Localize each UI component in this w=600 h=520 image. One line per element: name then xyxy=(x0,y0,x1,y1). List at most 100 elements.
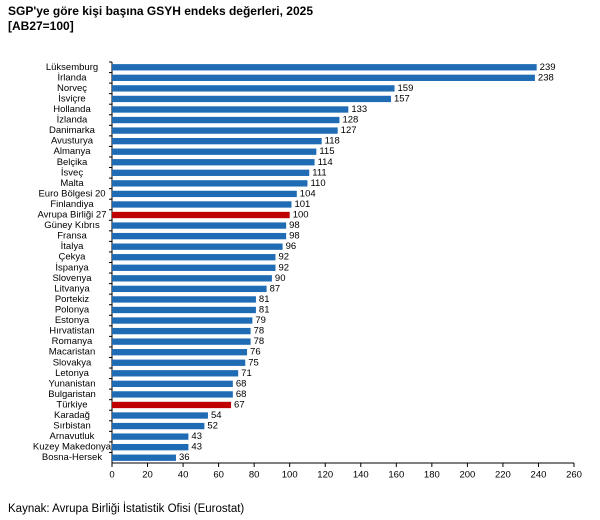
value-label: 79 xyxy=(255,315,266,326)
x-tick-label: 220 xyxy=(495,470,511,481)
bar xyxy=(112,127,338,134)
chart-title: SGP'ye göre kişi başına GSYH endeks değe… xyxy=(8,4,313,18)
y-tick-label: Karadağ xyxy=(54,410,90,421)
bar xyxy=(112,454,176,461)
value-label: 114 xyxy=(318,157,333,168)
bar xyxy=(112,169,310,176)
y-tick-label: Estonya xyxy=(55,315,90,326)
value-label: 159 xyxy=(398,83,414,94)
bar xyxy=(112,106,349,113)
bar xyxy=(112,380,233,388)
value-label: 54 xyxy=(211,410,222,421)
x-tick-label: 100 xyxy=(282,470,298,481)
value-label: 78 xyxy=(254,326,265,337)
y-tick-label: Macaristan xyxy=(49,347,95,358)
bar xyxy=(112,285,267,293)
x-tick-label: 0 xyxy=(109,470,114,481)
value-label: 68 xyxy=(236,378,247,389)
x-tick-label: 260 xyxy=(566,470,582,481)
value-label: 92 xyxy=(278,262,289,273)
bar xyxy=(112,391,233,398)
y-tick-label: Lüksemburg xyxy=(46,62,98,73)
x-tick-label: 80 xyxy=(249,470,260,481)
value-label: 78 xyxy=(254,336,265,347)
value-label: 101 xyxy=(294,199,310,210)
value-label: 239 xyxy=(540,62,556,73)
value-label: 104 xyxy=(300,188,316,199)
y-tick-label: Euro Bölgesi 20 xyxy=(38,188,105,199)
value-label: 81 xyxy=(259,294,270,305)
bar xyxy=(112,412,208,419)
y-tick-label: Almanya xyxy=(54,146,92,157)
y-tick-label: Sırbistan xyxy=(53,421,91,432)
value-label: 36 xyxy=(179,452,190,463)
value-label: 128 xyxy=(342,115,358,126)
y-tick-label: Avrupa Birliği 27 xyxy=(37,210,106,221)
value-label: 43 xyxy=(191,442,202,453)
value-label: 133 xyxy=(351,104,367,115)
value-label: 111 xyxy=(312,167,326,178)
y-tick-label: Belçika xyxy=(57,157,88,168)
bar xyxy=(112,137,322,145)
x-tick-label: 140 xyxy=(353,470,369,481)
value-label: 110 xyxy=(310,178,325,189)
bar xyxy=(112,222,287,229)
value-label: 76 xyxy=(250,347,261,358)
x-tick-label: 20 xyxy=(142,470,153,481)
x-tick-label: 160 xyxy=(388,470,404,481)
bar xyxy=(112,359,246,366)
bar xyxy=(112,74,535,81)
y-tick-label: İrlanda xyxy=(57,72,87,83)
y-tick-label: İtalya xyxy=(61,241,84,252)
value-label: 71 xyxy=(241,368,252,379)
value-label: 98 xyxy=(289,220,300,231)
source-note: Kaynak: Avrupa Birliği İstatistik Ofisi … xyxy=(8,502,244,515)
x-tick-label: 120 xyxy=(317,470,333,481)
bar xyxy=(112,211,290,219)
bar xyxy=(112,296,256,303)
value-label: 75 xyxy=(248,357,259,368)
y-tick-label: Slovenya xyxy=(52,273,92,284)
y-tick-label: Portekiz xyxy=(55,294,90,305)
x-tick-label: 240 xyxy=(531,470,547,481)
value-label: 43 xyxy=(191,431,202,442)
bar xyxy=(112,95,391,103)
x-tick-label: 60 xyxy=(213,470,224,481)
bar xyxy=(112,116,340,124)
y-tick-label: Bosna-Hersek xyxy=(42,452,102,463)
y-tick-label: Çekya xyxy=(59,252,87,263)
bar xyxy=(112,85,395,92)
y-tick-label: Kuzey Makedonya xyxy=(33,442,112,453)
value-label: 98 xyxy=(289,231,300,242)
y-tick-label: Slovakya xyxy=(53,357,92,368)
bar xyxy=(112,327,251,335)
bar xyxy=(112,349,248,356)
value-label: 115 xyxy=(319,146,334,157)
bar xyxy=(112,306,256,314)
bar xyxy=(112,370,239,377)
x-tick-label: 200 xyxy=(459,470,475,481)
bar xyxy=(112,232,287,240)
bar xyxy=(112,338,251,345)
y-tick-label: Finlandiya xyxy=(50,199,94,210)
y-tick-label: Hırvatistan xyxy=(49,326,94,337)
y-tick-label: Bulgaristan xyxy=(48,389,96,400)
value-label: 127 xyxy=(341,125,357,136)
y-tick-label: Malta xyxy=(60,178,84,189)
value-label: 118 xyxy=(325,136,340,147)
bar xyxy=(112,64,537,71)
y-tick-label: İspanya xyxy=(55,262,89,273)
x-tick-label: 180 xyxy=(424,470,440,481)
y-tick-label: Güney Kıbrıs xyxy=(44,220,100,231)
value-label: 90 xyxy=(275,273,286,284)
bar xyxy=(112,422,205,430)
bar xyxy=(112,243,283,250)
y-tick-label: Danimarka xyxy=(49,125,96,136)
y-tick-label: İzlanda xyxy=(57,115,88,126)
y-tick-label: Romanya xyxy=(52,336,93,347)
y-tick-label: Avusturya xyxy=(51,136,94,147)
chart-subtitle: [AB27=100] xyxy=(8,19,74,33)
bar xyxy=(112,254,276,261)
y-tick-label: Polonya xyxy=(55,305,90,316)
value-label: 81 xyxy=(259,305,270,316)
